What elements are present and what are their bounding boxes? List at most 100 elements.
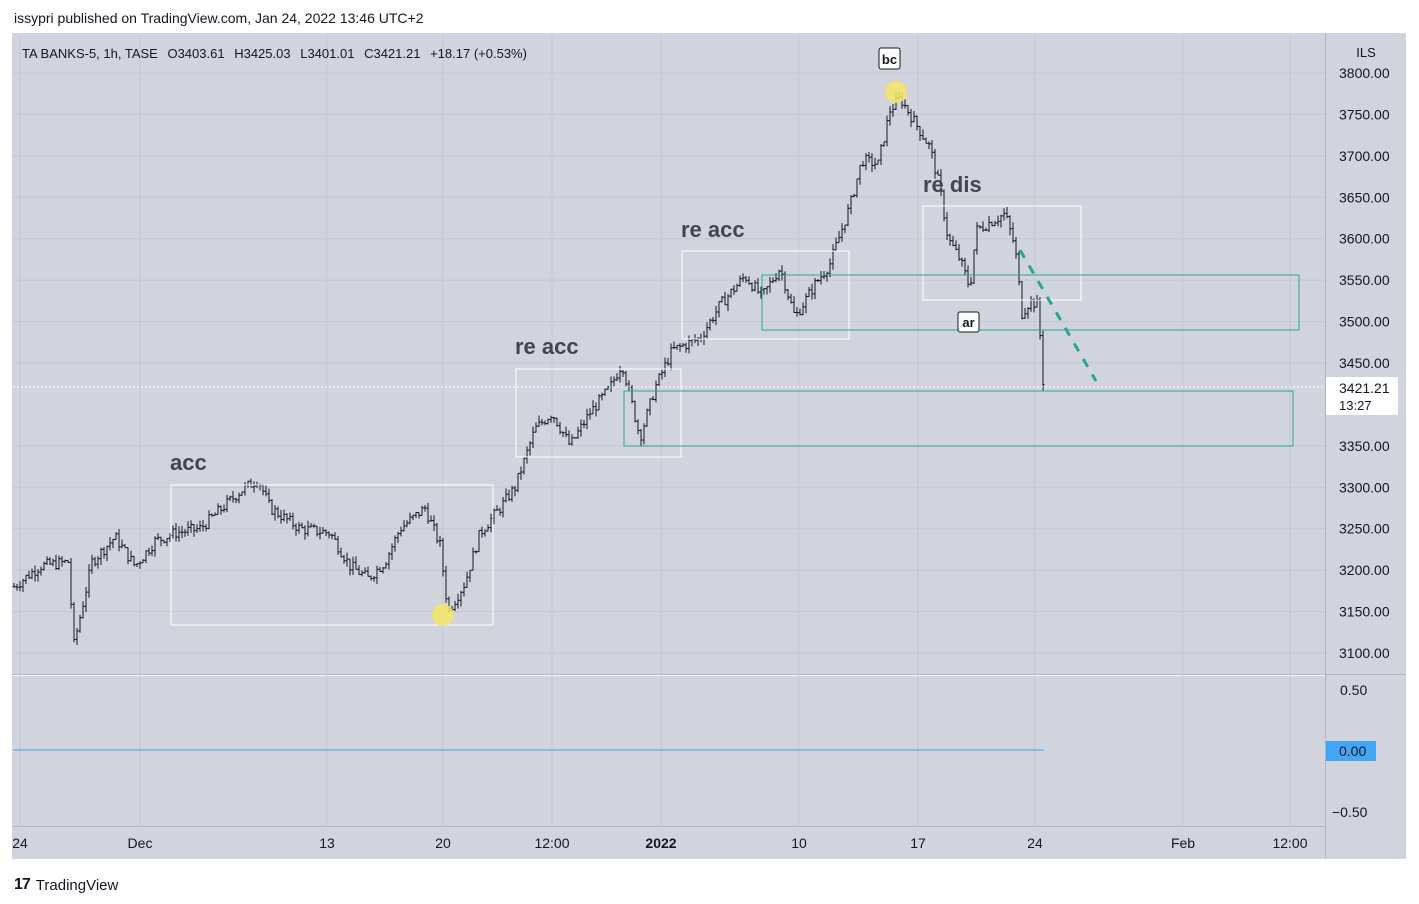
ohlc-bar bbox=[918, 125, 922, 142]
ohlc-bar bbox=[327, 531, 331, 539]
bc-highlight[interactable] bbox=[885, 81, 907, 103]
ohlc-bar bbox=[78, 614, 82, 633]
ohlc-bar bbox=[1017, 250, 1021, 286]
support-zone[interactable] bbox=[623, 390, 1294, 447]
legend-open: O3403.61 bbox=[167, 46, 224, 61]
ohlc-bar bbox=[375, 565, 379, 584]
ohlc-bar bbox=[102, 546, 106, 559]
ohlc-bar bbox=[66, 559, 70, 563]
ohlc-bar bbox=[207, 510, 211, 530]
ohlc-bar bbox=[39, 566, 43, 576]
ohlc-bar bbox=[906, 105, 910, 116]
ohlc-bar bbox=[912, 111, 916, 123]
ohlc-bar bbox=[726, 294, 730, 312]
ohlc-bar bbox=[339, 547, 343, 558]
osc-tick-bottom: −0.50 bbox=[1332, 804, 1368, 820]
ohlc-bar bbox=[735, 283, 739, 292]
ohlc-bar bbox=[936, 169, 940, 176]
ohlc-bar bbox=[219, 505, 223, 515]
ohlc-bar bbox=[651, 396, 655, 401]
bc-badge[interactable] bbox=[878, 47, 901, 70]
legend-low: L3401.01 bbox=[300, 46, 354, 61]
ohlc-bar bbox=[924, 137, 928, 144]
ohlc-bar bbox=[876, 159, 880, 165]
ohlc-bar bbox=[741, 273, 745, 283]
ohlc-bar bbox=[681, 342, 685, 348]
ohlc-bar bbox=[486, 524, 490, 532]
ohlc-bar bbox=[72, 602, 76, 643]
ohlc-bar bbox=[669, 343, 673, 371]
ohlc-bar bbox=[57, 555, 61, 571]
ohlc-bar bbox=[315, 525, 319, 537]
ohlc-bar bbox=[1041, 330, 1045, 391]
ohlc-bar bbox=[672, 341, 676, 349]
ohlc-bar bbox=[594, 402, 598, 417]
time-axis-bg bbox=[13, 826, 1325, 858]
ohlc-bar bbox=[1008, 215, 1012, 236]
ohlc-bar bbox=[75, 628, 79, 645]
ohlc-bar bbox=[342, 554, 346, 564]
ohlc-bar bbox=[705, 322, 709, 339]
ohlc-bar bbox=[309, 523, 313, 528]
ohlc-bar bbox=[270, 499, 274, 516]
ohlc-bar bbox=[753, 279, 757, 292]
ohlc-bar bbox=[63, 559, 67, 564]
ohlc-bar bbox=[792, 296, 796, 314]
ohlc-bar bbox=[960, 257, 964, 267]
ohlc-bar bbox=[135, 563, 139, 567]
ohlc-bar bbox=[300, 522, 304, 529]
ohlc-bar bbox=[852, 193, 856, 198]
ohlc-bar bbox=[984, 227, 988, 232]
ohlc-bar bbox=[870, 153, 874, 173]
ohlc-bar bbox=[99, 547, 103, 566]
spring-highlight[interactable] bbox=[432, 604, 454, 626]
ohlc-bar bbox=[489, 513, 493, 533]
ohlc-bar bbox=[324, 529, 328, 536]
ohlc-bar bbox=[276, 506, 280, 519]
ohlc-bar bbox=[666, 358, 670, 366]
ohlc-bar bbox=[183, 528, 187, 537]
ohlc-bar bbox=[303, 525, 307, 540]
ohlc-bar bbox=[780, 265, 784, 281]
ohlc-bar bbox=[504, 488, 508, 503]
re-acc-box-2[interactable] bbox=[681, 250, 850, 340]
re-acc-label-2: re acc bbox=[681, 217, 745, 242]
ohlc-bar bbox=[519, 466, 523, 480]
ohlc-bar bbox=[330, 533, 334, 540]
ohlc-bar bbox=[798, 308, 802, 316]
re-dis-box[interactable] bbox=[922, 205, 1082, 301]
ohlc-bar bbox=[291, 512, 295, 530]
price-tick-label: 3150.00 bbox=[1339, 604, 1390, 620]
ohlc-bar bbox=[231, 490, 235, 503]
ohlc-bar bbox=[885, 115, 889, 147]
ohlc-bar bbox=[111, 538, 115, 549]
time-tick-label: 2022 bbox=[645, 835, 676, 851]
ohlc-bar bbox=[474, 550, 478, 554]
ohlc-bar bbox=[687, 335, 691, 354]
price-axis-bg bbox=[1326, 34, 1406, 858]
ohlc-bar bbox=[552, 416, 556, 423]
ohlc-bar bbox=[501, 496, 505, 518]
resistance-zone[interactable] bbox=[761, 274, 1300, 331]
ohlc-bar bbox=[933, 149, 937, 179]
ohlc-bar bbox=[525, 446, 529, 464]
ohlc-bar bbox=[636, 419, 640, 435]
ohlc-bar bbox=[684, 342, 688, 353]
ohlc-bar bbox=[522, 456, 526, 475]
projection-dashed-line[interactable] bbox=[1018, 249, 1098, 382]
ohlc-bar bbox=[153, 536, 157, 557]
ohlc-bar bbox=[345, 552, 349, 567]
acc-box[interactable] bbox=[170, 484, 494, 626]
ohlc-bar bbox=[732, 285, 736, 295]
ohlc-bar bbox=[657, 373, 661, 386]
legend-line: TA BANKS-5, 1h, TASE O3403.61 H3425.03 L… bbox=[22, 46, 527, 61]
ohlc-bar bbox=[15, 583, 19, 591]
ohlc-bar bbox=[321, 526, 325, 534]
re-acc-box-1[interactable] bbox=[515, 368, 682, 458]
ohlc-bar bbox=[1014, 237, 1018, 259]
ar-badge[interactable] bbox=[957, 311, 980, 333]
ohlc-bar bbox=[831, 244, 835, 270]
ohlc-bar bbox=[126, 547, 130, 565]
zero-badge bbox=[1326, 741, 1376, 761]
